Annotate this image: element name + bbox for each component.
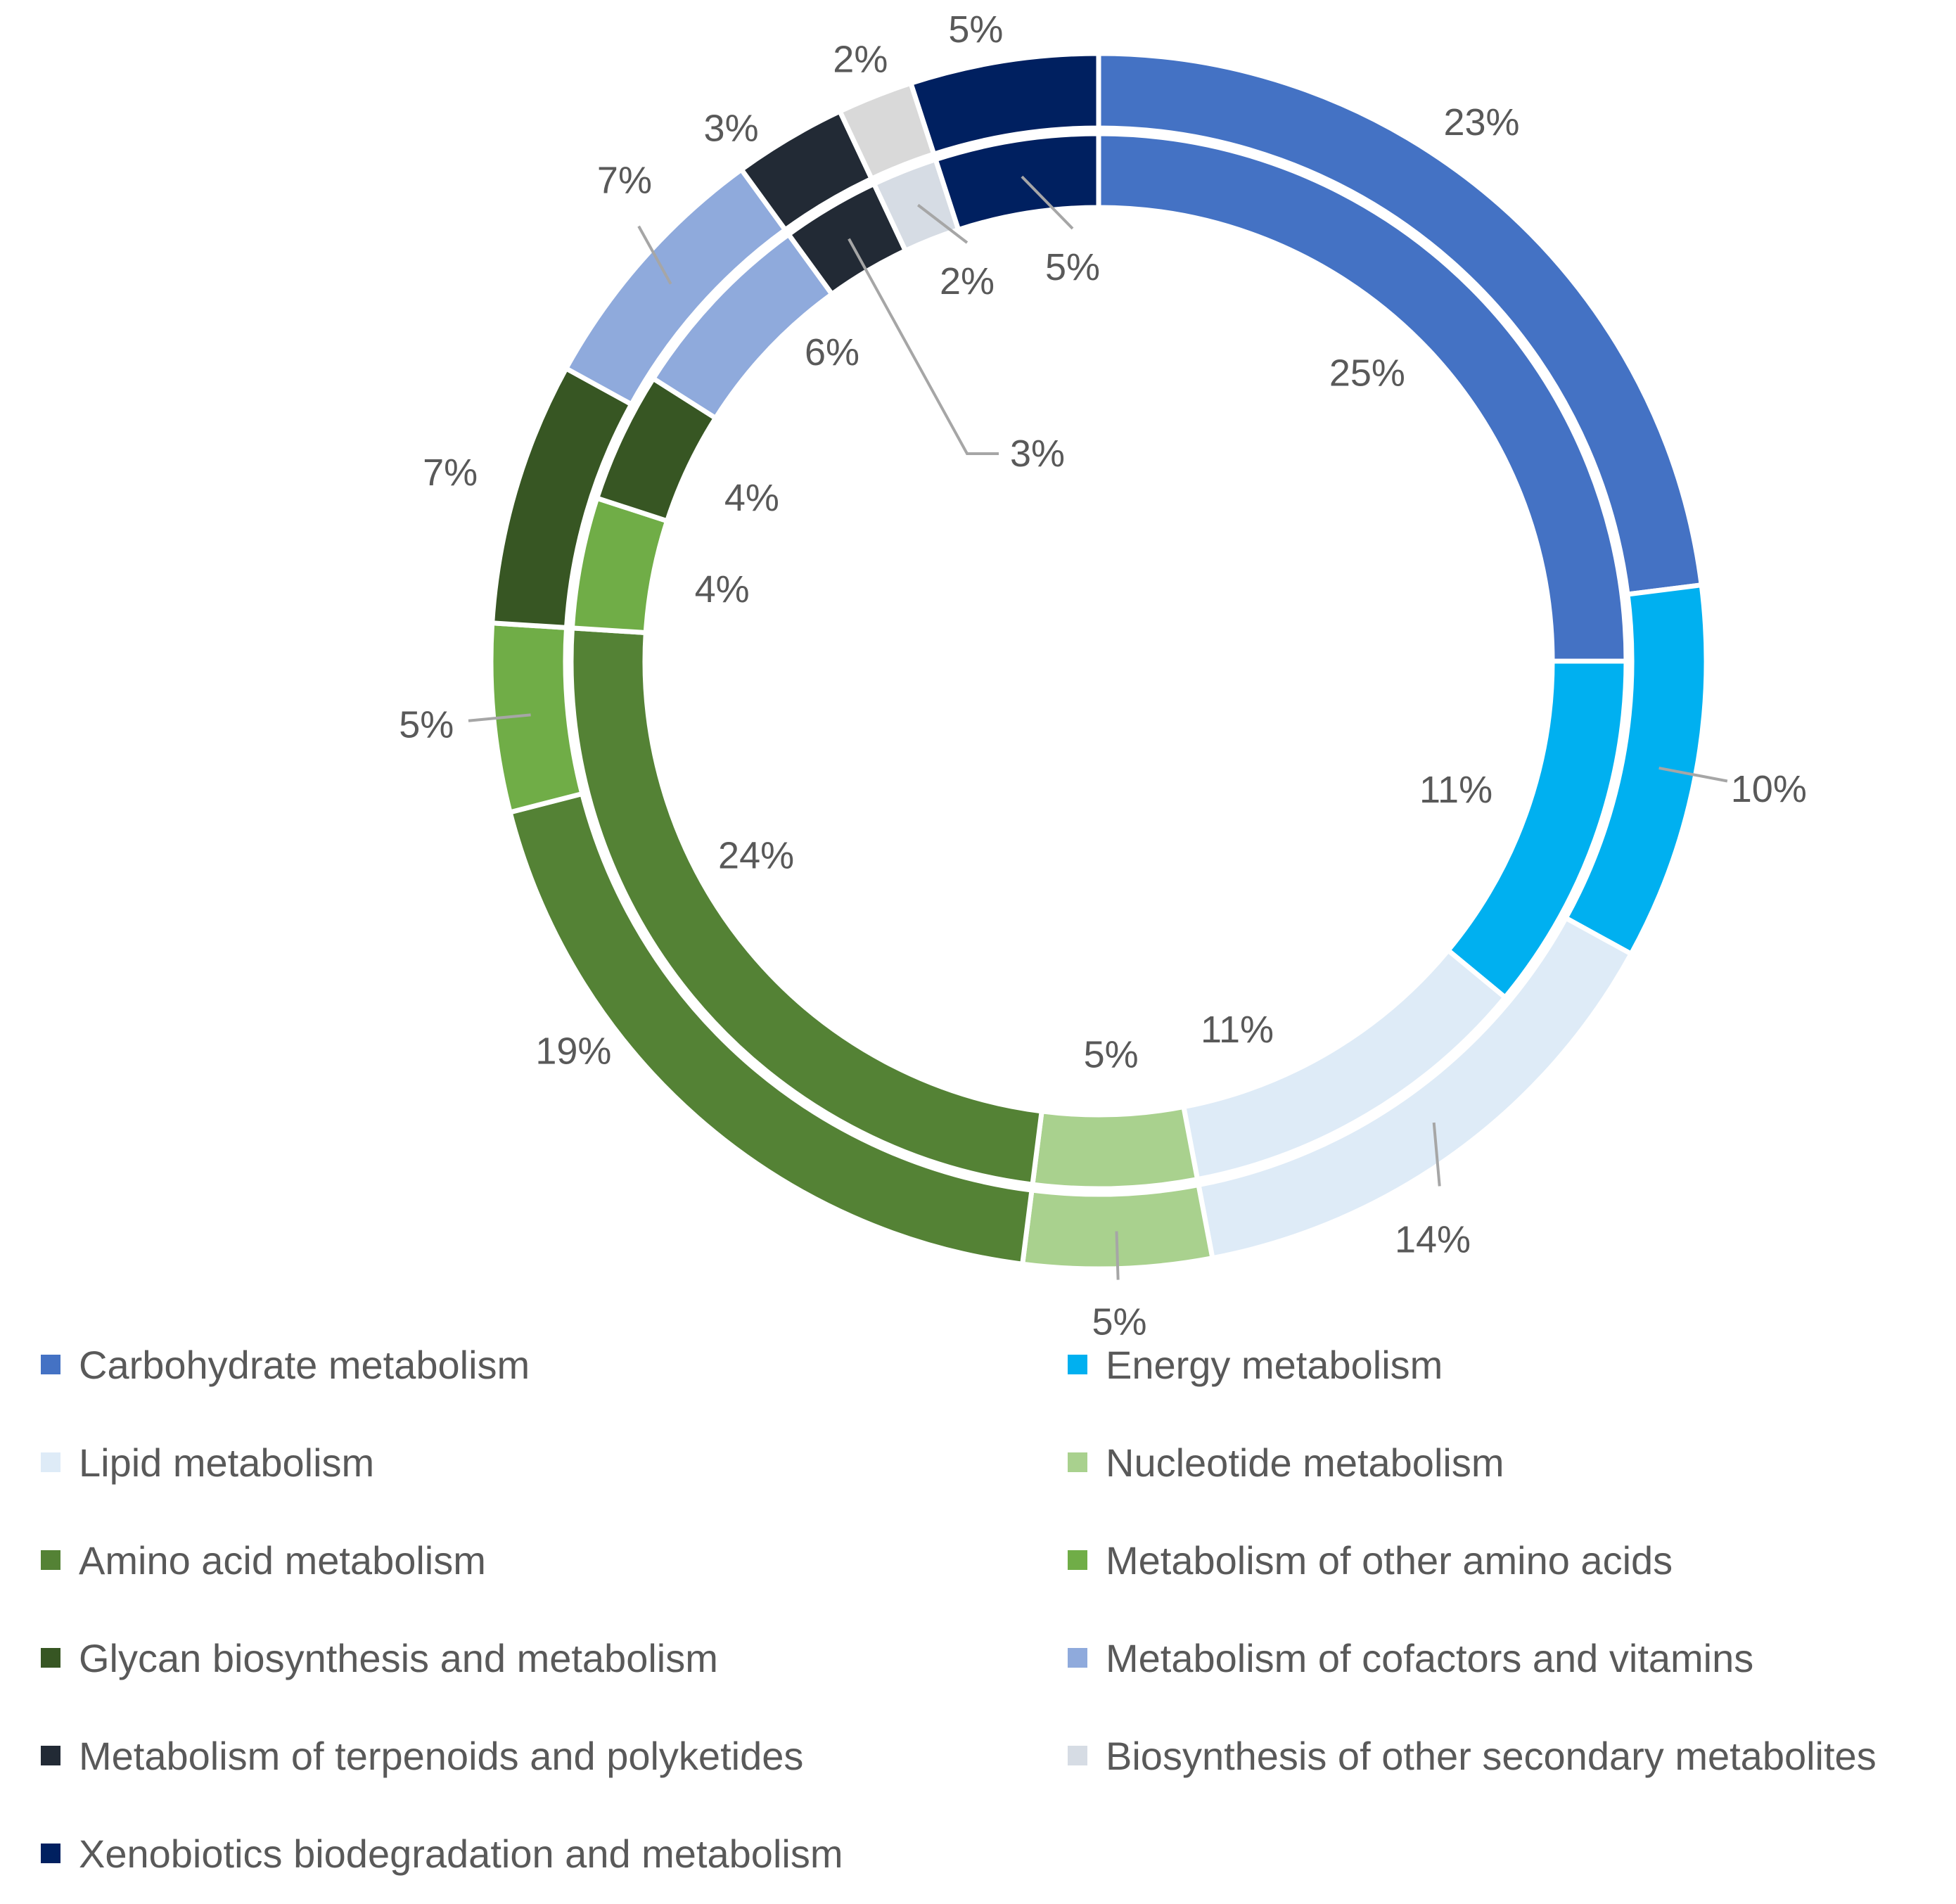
leader-line xyxy=(1432,1122,1441,1187)
legend-item: Amino acid metabolism xyxy=(41,1535,486,1585)
inner-label-4: 5% xyxy=(1084,1034,1139,1076)
legend-item: Nucleotide metabolism xyxy=(1068,1438,1504,1487)
legend-label: Glycan biosynthesis and metabolism xyxy=(79,1635,718,1680)
legend-label: Energy metabolism xyxy=(1106,1342,1443,1387)
legend-swatch xyxy=(1068,1550,1087,1570)
legend-label: Metabolism of terpenoids and polyketides xyxy=(79,1733,804,1778)
inner-label-10: 2% xyxy=(940,260,995,302)
inner-label-3: 11% xyxy=(1201,1009,1274,1051)
legend-label: Metabolism of cofactors and vitamins xyxy=(1106,1635,1754,1680)
legend-item: Metabolism of terpenoids and polyketides xyxy=(41,1731,803,1780)
inner-slice-4 xyxy=(1030,1104,1201,1191)
outer-label-8: 7% xyxy=(597,159,652,201)
legend-swatch xyxy=(1068,1452,1087,1472)
percent-labels: 23% 10% 14% 5% 19% 5% 7% 7% 3% 2% 5% 25% 11% 11% 5% 24%… xyxy=(399,8,1807,1336)
leader-line xyxy=(468,713,531,722)
legend-label: Amino acid metabolism xyxy=(79,1538,486,1583)
outer-label-1: 23% xyxy=(1443,101,1519,143)
legend-item: Glycan biosynthesis and metabolism xyxy=(41,1633,718,1682)
inner-slice-11 xyxy=(932,131,1101,233)
legend-item: Carbohydrate metabolism xyxy=(41,1340,530,1389)
legend-label: Carbohydrate metabolism xyxy=(79,1342,530,1387)
inner-slice-1 xyxy=(1096,131,1629,664)
legend-label: Lipid metabolism xyxy=(79,1440,375,1485)
outer-slice-11 xyxy=(907,51,1101,158)
outer-ring xyxy=(488,51,1709,1272)
outer-label-7: 7% xyxy=(423,452,478,494)
inner-label-2: 11% xyxy=(1419,769,1492,811)
legend-swatch xyxy=(1068,1648,1087,1668)
legend-label: Biosynthesis of other secondary metaboli… xyxy=(1106,1733,1877,1778)
inner-label-6: 4% xyxy=(695,568,750,611)
legend-item: Energy metabolism xyxy=(1068,1340,1443,1389)
inner-ring xyxy=(568,131,1629,1191)
legend-item: Lipid metabolism xyxy=(41,1438,374,1487)
leader-line xyxy=(848,238,999,455)
outer-label-5: 19% xyxy=(535,1030,611,1072)
legend-item: Metabolism of other amino acids xyxy=(1068,1535,1673,1585)
legend-swatch xyxy=(41,1550,60,1570)
leader-line xyxy=(637,225,672,285)
outer-label-3: 14% xyxy=(1395,1219,1471,1261)
legend-item: Biosynthesis of other secondary metaboli… xyxy=(1068,1731,1877,1780)
leader-line xyxy=(1021,175,1074,230)
outer-label-9: 3% xyxy=(704,108,759,150)
legend-swatch xyxy=(41,1648,60,1668)
legend-swatch xyxy=(41,1355,60,1374)
legend-item: Metabolism of cofactors and vitamins xyxy=(1068,1633,1753,1682)
outer-label-4: 5% xyxy=(1092,1301,1147,1336)
outer-label-11: 5% xyxy=(948,8,1003,51)
inner-label-7: 4% xyxy=(724,477,779,519)
legend-swatch xyxy=(1068,1746,1087,1765)
legend-label: Xenobiotics biodegradation and metabolis… xyxy=(79,1831,843,1876)
inner-label-8: 6% xyxy=(805,331,859,373)
leader-lines xyxy=(468,175,1728,1280)
legend-swatch xyxy=(41,1746,60,1765)
inner-label-1: 25% xyxy=(1329,352,1405,394)
leader-line xyxy=(1115,1231,1120,1280)
inner-label-9: 3% xyxy=(1010,433,1065,475)
outer-label-10: 2% xyxy=(833,39,888,81)
leader-line xyxy=(917,203,969,244)
inner-slice-5 xyxy=(568,625,1045,1188)
legend-item: Xenobiotics biodegradation and metabolis… xyxy=(41,1829,843,1878)
legend: Carbohydrate metabolism Energy metabolism… xyxy=(0,1340,1956,1889)
inner-label-5: 24% xyxy=(718,835,794,877)
legend-swatch xyxy=(1068,1355,1087,1374)
outer-label-6: 5% xyxy=(399,703,454,746)
legend-label: Metabolism of other amino acids xyxy=(1106,1538,1673,1583)
legend-swatch xyxy=(41,1452,60,1472)
legend-swatch xyxy=(41,1844,60,1863)
doughnut-chart: 23% 10% 14% 5% 19% 5% 7% 7% 3% 2% 5% 25% 11% 11% 5% 24%… xyxy=(399,8,1807,1336)
leader-line xyxy=(1658,767,1728,783)
legend-label: Nucleotide metabolism xyxy=(1106,1440,1504,1485)
inner-label-11: 5% xyxy=(1045,246,1100,288)
outer-label-2: 10% xyxy=(1731,768,1807,810)
